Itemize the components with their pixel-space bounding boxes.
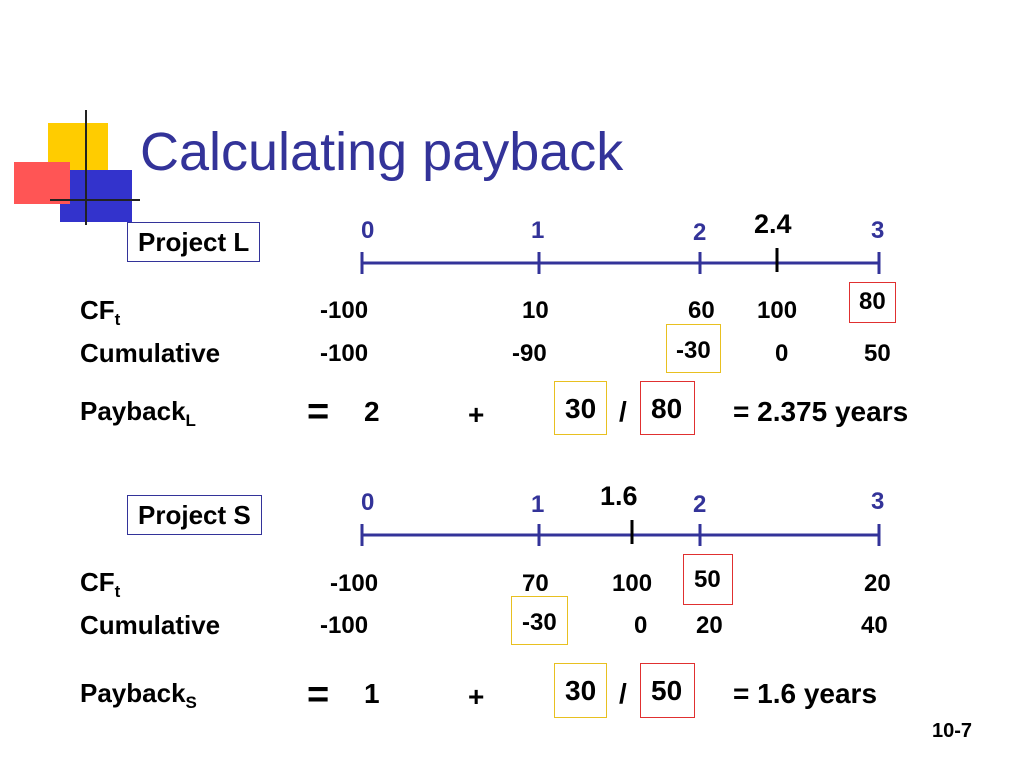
cf-subscript: t (114, 310, 121, 330)
project-l-cum-4: 50 (864, 340, 891, 367)
project-s-cf-1: 70 (522, 570, 549, 597)
project-s-result: = 1.6 years (733, 678, 878, 709)
project-s-tick-3-label: 3 (871, 488, 885, 515)
payback-text: Payback (80, 396, 186, 426)
project-s-cf-2: 100 (612, 570, 653, 597)
project-l-cum-3: 0 (775, 340, 789, 367)
project-l-cumulative-label: Cumulative (80, 338, 221, 368)
project-l-cf-0: -100 (320, 297, 369, 324)
project-s-numerator-box: 30 (554, 663, 608, 718)
project-l-tick-3-label: 3 (871, 217, 885, 244)
project-s-plus: + (468, 681, 485, 712)
project-l-payback-marker-label: 2.4 (754, 209, 792, 239)
project-s-cum-3: 20 (696, 612, 723, 639)
project-l-equals: = (307, 391, 330, 433)
project-s-cum-2: 0 (634, 612, 648, 639)
project-l-payback-label: PaybackL (80, 398, 196, 429)
project-l-cum-0: -100 (320, 340, 369, 367)
project-l-cf-4-highlight: 80 (849, 282, 896, 323)
project-s-equals: = (307, 674, 330, 716)
payback-subscript: L (185, 411, 196, 431)
project-s-cum-4: 40 (861, 612, 888, 639)
project-l-cf-1: 10 (522, 297, 549, 324)
timeline-project-l (360, 248, 881, 274)
project-l-tick-0-label: 0 (361, 217, 375, 244)
timeline-project-s (360, 520, 881, 546)
project-l-numerator-box: 30 (554, 381, 608, 435)
project-s-cf-0: -100 (330, 570, 379, 597)
project-s-denominator-box: 50 (640, 663, 696, 718)
project-s-cf-label: CFt (80, 569, 120, 600)
cf-subscript: t (114, 582, 121, 602)
project-l-tick-2-label: 2 (693, 219, 707, 246)
payback-text: Payback (80, 678, 186, 708)
slide-number: 10-7 (931, 720, 972, 742)
project-l-tick-1-label: 1 (531, 217, 545, 244)
slide-title: Calculating payback (140, 122, 624, 182)
payback-subscript: S (185, 693, 197, 713)
project-l-result: = 2.375 years (733, 396, 909, 427)
project-s-cum-1-highlight: -30 (511, 596, 568, 645)
project-l-denominator-box: 80 (640, 381, 696, 435)
project-s-divide: / (619, 678, 627, 709)
project-s-label: Project S (127, 495, 262, 535)
project-l-cf-3: 100 (757, 297, 798, 324)
project-l-divide: / (619, 396, 627, 427)
project-s-cumulative-label: Cumulative (80, 610, 221, 640)
cf-text: CF (80, 567, 115, 597)
project-s-payback-label: PaybackS (80, 680, 197, 711)
project-s-cf-4: 20 (864, 570, 891, 597)
project-l-base-years: 2 (364, 396, 380, 427)
project-s-tick-1-label: 1 (531, 491, 545, 518)
project-l-plus: + (468, 399, 485, 430)
project-l-cum-2-highlight: -30 (666, 324, 721, 373)
project-l-cf-label: CFt (80, 297, 120, 328)
decorative-logo (14, 110, 140, 225)
project-s-base-years: 1 (364, 678, 380, 709)
logo-red-square (14, 162, 70, 204)
project-s-tick-2-label: 2 (693, 491, 707, 518)
project-l-cf-2: 60 (688, 297, 715, 324)
project-s-cum-0: -100 (320, 612, 369, 639)
logo-blue-square (60, 170, 132, 222)
project-s-tick-0-label: 0 (361, 489, 375, 516)
cf-text: CF (80, 295, 115, 325)
project-s-payback-marker-label: 1.6 (600, 481, 638, 511)
project-l-label: Project L (127, 222, 261, 262)
project-s-cf-3-highlight: 50 (683, 554, 733, 605)
project-l-cum-1: -90 (512, 340, 547, 367)
